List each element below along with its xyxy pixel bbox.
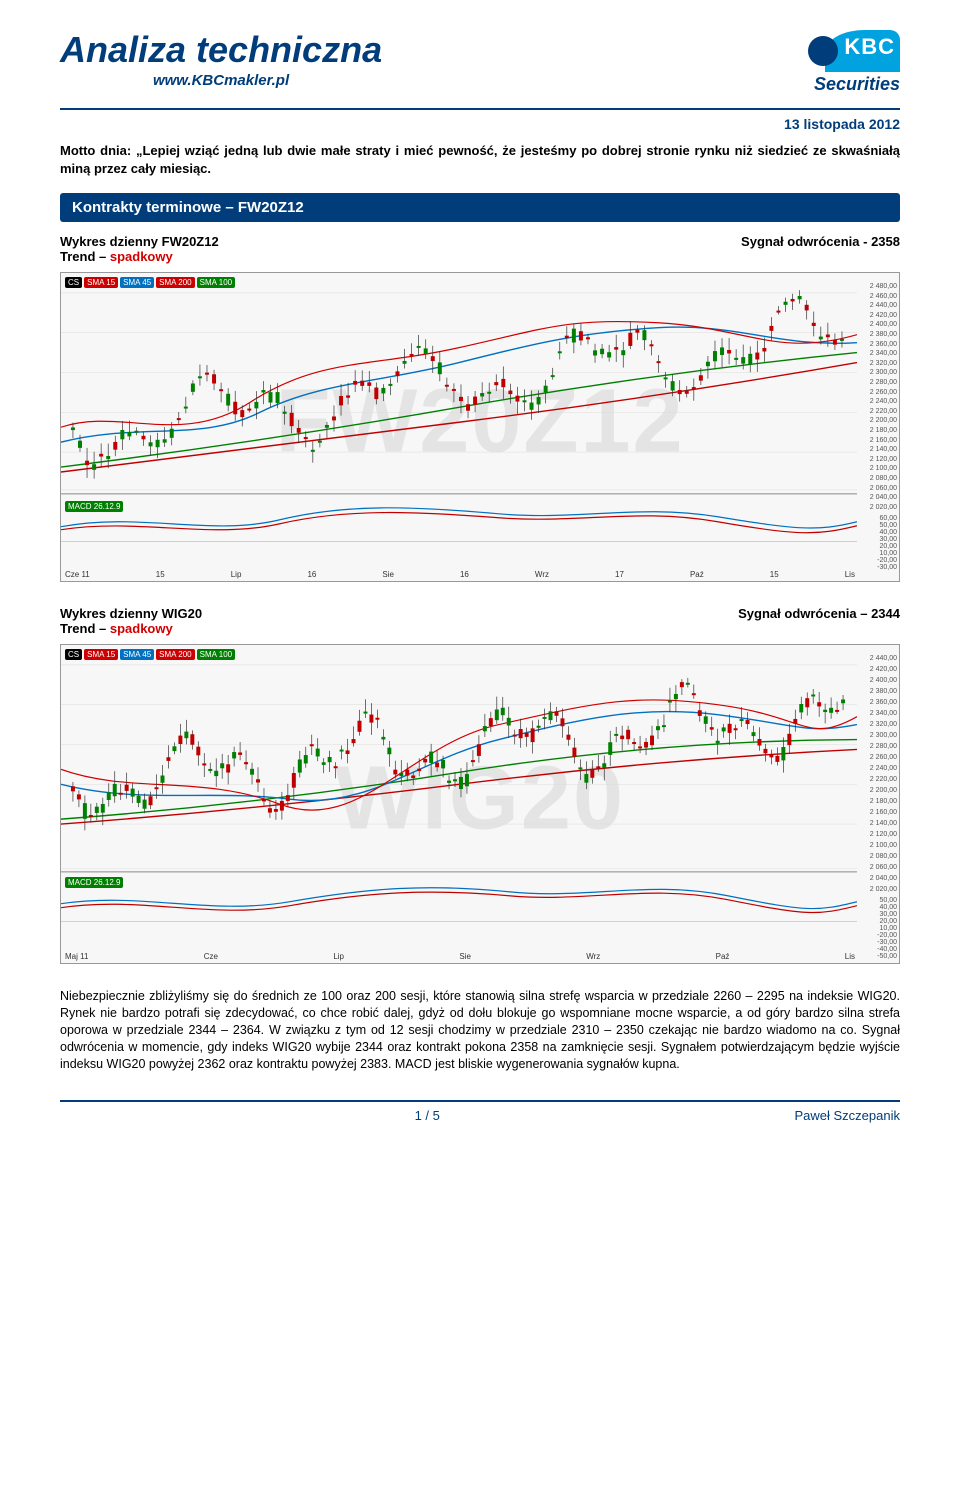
chart2-title: Wykres dzienny WIG20 (60, 606, 202, 621)
chart2-container: WIG20 CS SMA 15 SMA 45 SMA 200 SMA 100 M… (60, 644, 900, 964)
chart1-title: Wykres dzienny FW20Z12 (60, 234, 219, 249)
report-date: 13 listopada 2012 (60, 116, 900, 132)
page-number: 1 / 5 (415, 1108, 440, 1123)
motto-text: Motto dnia: „Lepiej wziąć jedną lub dwie… (60, 142, 900, 177)
chart1-trend-label: Trend – (60, 249, 110, 264)
header-title-block: Analiza techniczna www.KBCmakler.pl (60, 30, 382, 89)
page-footer: 1 / 5 Paweł Szczepanik (60, 1100, 900, 1123)
chart1-signal: Sygnał odwrócenia - 2358 (741, 234, 900, 264)
report-title: Analiza techniczna (60, 30, 382, 70)
report-subtitle: www.KBCmakler.pl (60, 72, 382, 89)
chart2-signal: Sygnał odwrócenia – 2344 (738, 606, 900, 636)
section-title-bar: Kontrakty terminowe – FW20Z12 (60, 193, 900, 222)
chart1-svg (61, 273, 857, 568)
chart2-trend-value: spadkowy (110, 621, 173, 636)
chart2-xaxis: Maj 11CzeLipSieWrzPaźLis (65, 952, 855, 961)
author-name: Paweł Szczepanik (794, 1108, 900, 1123)
page-header: Analiza techniczna www.KBCmakler.pl KBC … (60, 30, 900, 110)
chart2-yaxis-macd: 50,0040,0030,0020,0010,00-20,00-30,00-40… (857, 897, 897, 945)
logo-securities-text: Securities (814, 74, 900, 95)
chart1-yaxis-macd: 60,0050,0040,0030,0020,0010,00-20,00-30,… (857, 515, 897, 563)
chart2-trend-label: Trend – (60, 621, 110, 636)
chart2-yaxis: 2 440,002 420,002 400,002 380,002 360,00… (857, 655, 897, 893)
chart1-header: Wykres dzienny FW20Z12 Trend – spadkowy … (60, 234, 900, 264)
chart2-header: Wykres dzienny WIG20 Trend – spadkowy Sy… (60, 606, 900, 636)
chart1-trend-value: spadkowy (110, 249, 173, 264)
analysis-body-text: Niebezpiecznie zbliżyliśmy się do średni… (60, 988, 900, 1072)
chart2-svg (61, 645, 857, 949)
chart1-yaxis: 2 480,002 460,002 440,002 420,002 400,00… (857, 283, 897, 511)
chart1-xaxis: Cze 1115Lip16Sie16Wrz17Paź15Lis (65, 570, 855, 579)
logo-kbc-text: KBC (844, 34, 895, 60)
chart1-container: FW20Z12 CS SMA 15 SMA 45 SMA 200 SMA 100… (60, 272, 900, 582)
kbc-logo: KBC Securities (770, 30, 900, 100)
